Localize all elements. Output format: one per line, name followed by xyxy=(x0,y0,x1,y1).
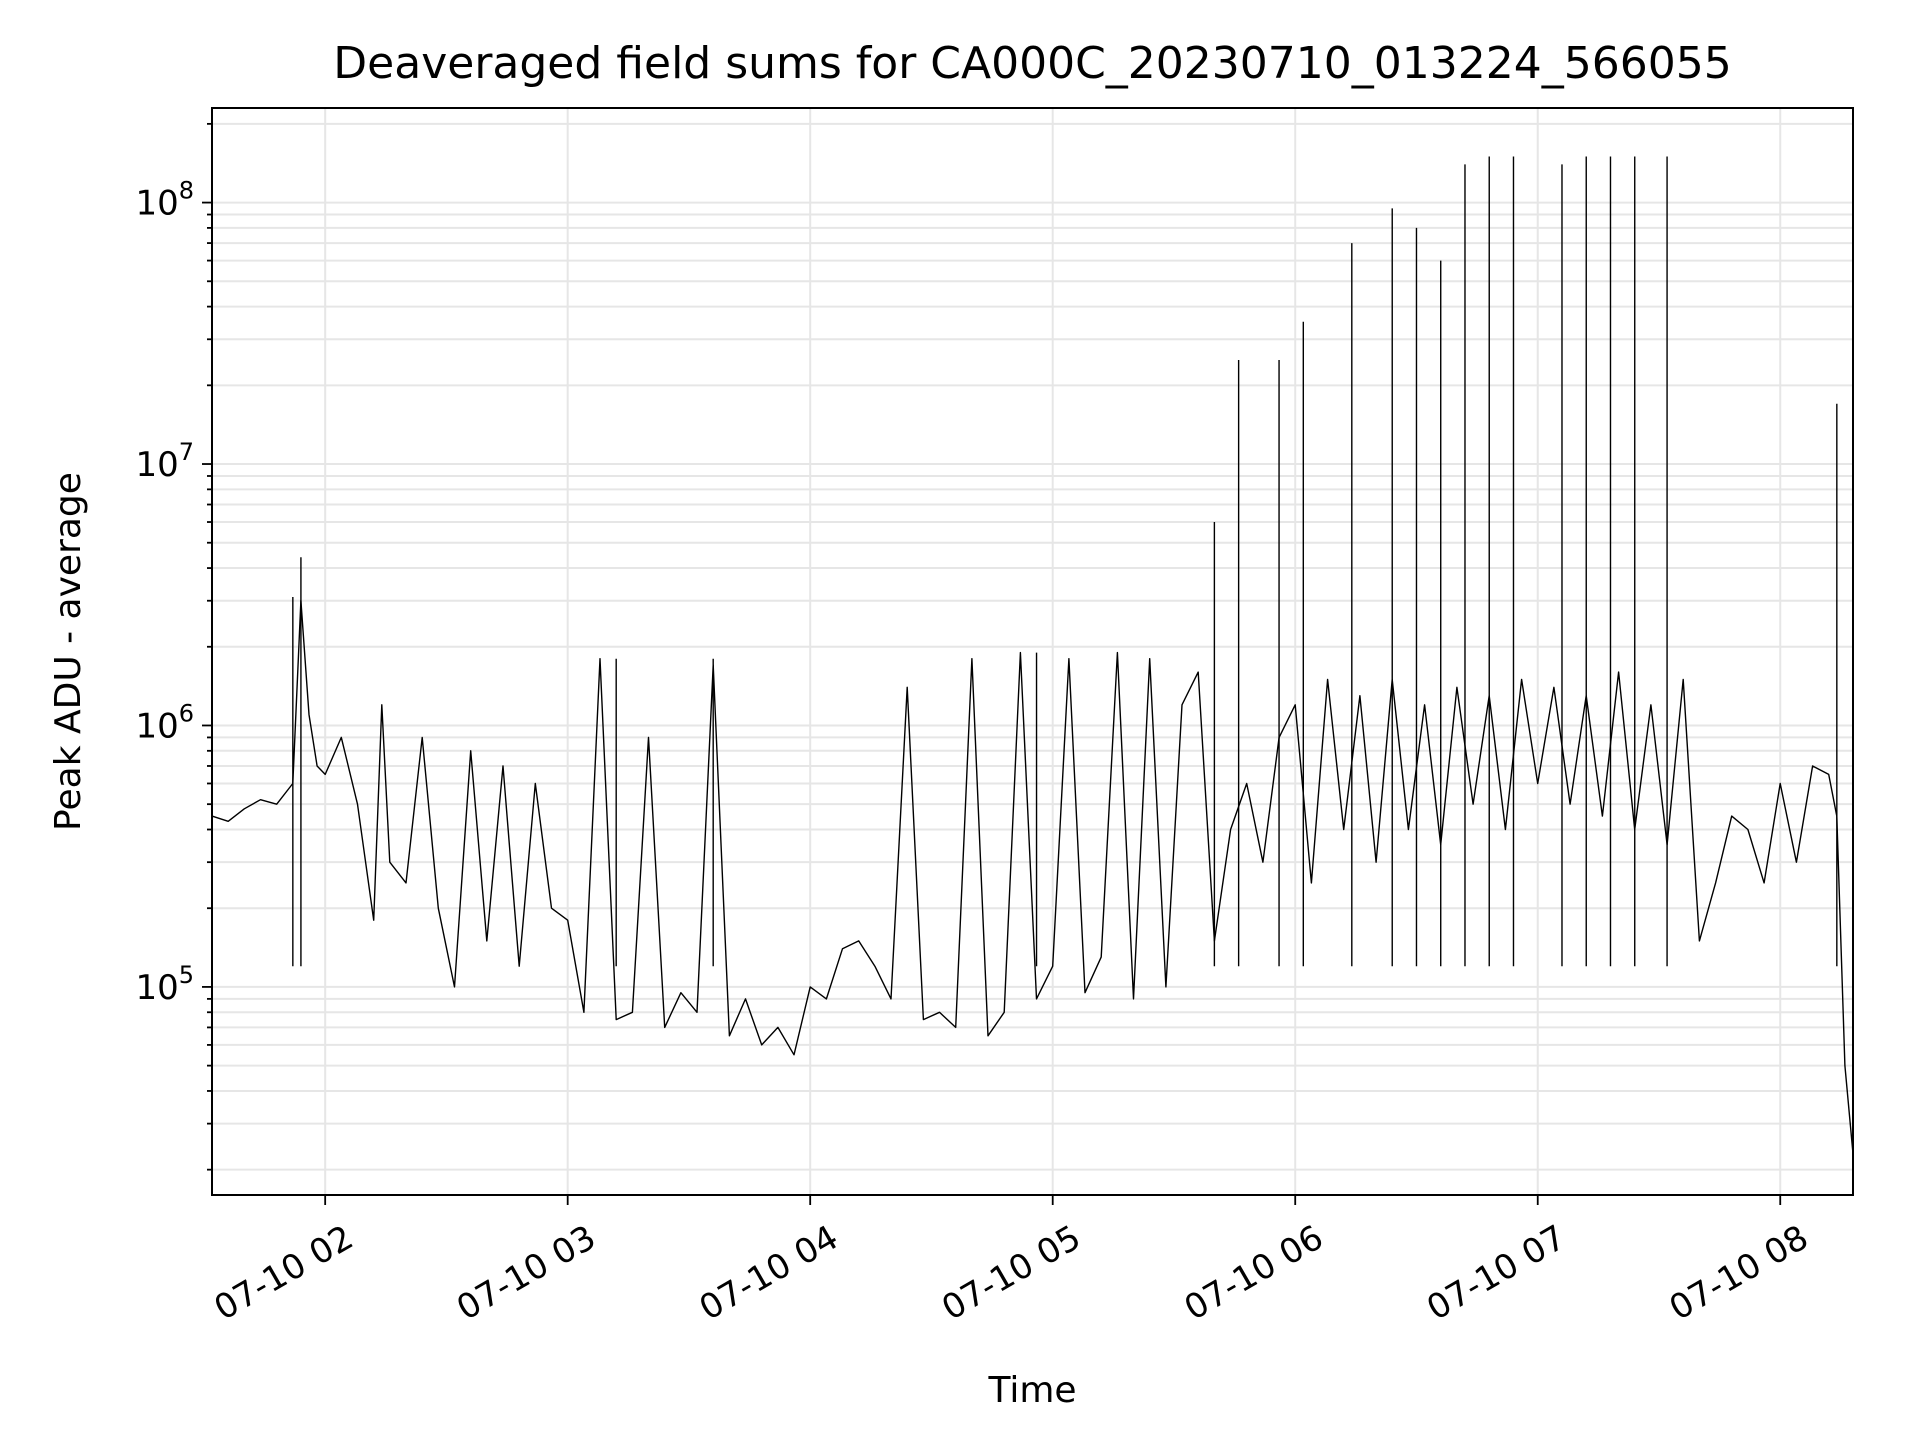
x-tick-label: 07-10 05 xyxy=(935,1218,1087,1329)
y-axis-label: Peak ADU - average xyxy=(48,472,89,831)
y-tick-exponent: 8 xyxy=(179,177,194,205)
y-tick-exponent: 6 xyxy=(179,699,194,727)
y-tick-label: 107 xyxy=(135,438,194,485)
series-line xyxy=(211,600,1854,1154)
x-tick-label: 07-10 04 xyxy=(693,1218,845,1329)
y-tick-label: 106 xyxy=(135,699,194,746)
x-axis: 07-10 02 07-10 03 07-10 04 07-10 05 07-10 06… xyxy=(208,1195,1815,1329)
x-tick-label: 07-10 03 xyxy=(450,1218,602,1329)
y-tick-base: 10 xyxy=(135,968,178,1008)
y-tick-exponent: 5 xyxy=(179,961,194,989)
y-tick-base: 10 xyxy=(135,445,178,485)
grid-layer xyxy=(212,108,1853,1195)
x-tick-label: 07-10 07 xyxy=(1420,1218,1572,1329)
y-tick-base: 10 xyxy=(135,706,178,746)
chart-title: Deaveraged field sums for CA000C_2023071… xyxy=(333,38,1731,89)
plot-frame xyxy=(211,107,1854,1196)
x-tick-label: 07-10 02 xyxy=(208,1218,360,1329)
series-layer xyxy=(211,156,1854,1154)
x-tick-label: 07-10 06 xyxy=(1178,1218,1330,1329)
y-tick-label: 105 xyxy=(135,961,194,1008)
x-axis-label: Time xyxy=(987,1370,1076,1411)
y-tick-label: 108 xyxy=(135,177,194,224)
y-tick-base: 10 xyxy=(135,184,178,224)
y-tick-exponent: 7 xyxy=(179,438,194,466)
x-tick-label: 07-10 08 xyxy=(1663,1218,1815,1329)
